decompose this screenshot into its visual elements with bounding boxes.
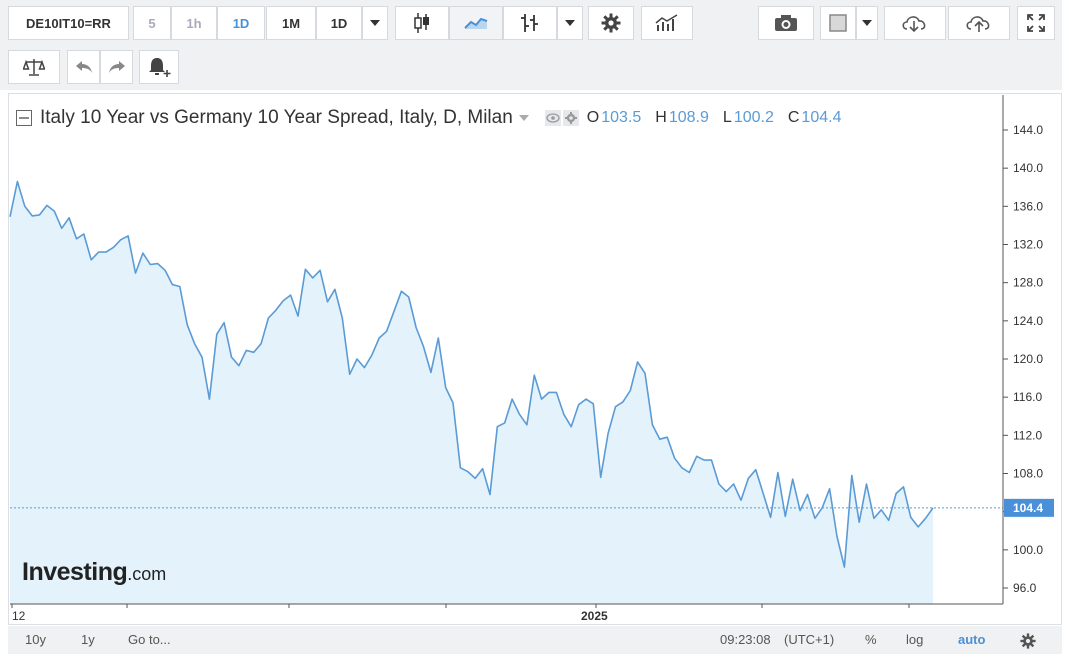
visibility-icon[interactable] [544,110,561,126]
logo-main: Investing [22,558,128,586]
x-tick-label: 12 [12,609,26,623]
interval-1m-button[interactable]: 1M [266,6,316,40]
chevron-down-icon [370,20,380,26]
goto-date-button[interactable]: Go to... [128,632,171,647]
cloud-upload-icon [966,16,990,32]
timezone-button[interactable]: (UTC+1) [784,632,835,647]
candlestick-icon [414,13,429,33]
bars-style-button[interactable] [503,6,557,40]
logo-suffix: .com [127,564,167,584]
screenshot-button[interactable] [758,6,814,40]
chart-style-menu-button[interactable] [557,6,583,40]
y-tick-label: 116.0 [1013,390,1042,404]
redo-icon [108,61,125,73]
low-value: 100.2 [733,109,774,126]
undo-button[interactable] [67,50,100,84]
symbol-label: DE10IT10=RR [26,15,111,31]
x-tick-label: 2025 [581,609,608,623]
low-label: L [722,109,732,126]
high-value: 108.9 [668,109,709,126]
log-scale-toggle[interactable]: log [906,632,924,647]
interval-label: 1M [281,15,301,31]
gear-icon [601,13,621,33]
scales-icon [23,59,45,76]
current-price-badge [1004,498,1054,517]
open-label: O [586,109,600,126]
chevron-down-icon [862,20,872,26]
y-tick-label: 120.0 [1013,352,1043,366]
create-alert-button[interactable] [139,50,179,84]
y-tick-label: 140.0 [1013,161,1043,175]
interval-dropdown-button[interactable]: 1D [316,6,362,40]
y-tick-label: 128.0 [1013,276,1043,290]
legend-title: Italy 10 Year vs Germany 10 Year Spread,… [40,107,513,128]
interval-label: 5 [148,15,156,31]
chevron-down-icon [565,20,575,26]
y-tick-label: 112.0 [1013,428,1042,442]
y-tick-label: 108.0 [1013,467,1043,481]
investing-logo: Investing.com [22,558,166,587]
color-swatch-icon [829,14,847,32]
settings-button[interactable] [588,6,634,40]
series-settings-icon[interactable] [562,110,579,126]
current-price-label: 104.4 [1013,501,1043,515]
load-layout-button[interactable] [884,6,946,40]
interval-label: 1D [330,15,348,31]
collapse-legend-icon[interactable] [16,110,32,126]
y-tick-label: 100.0 [1013,543,1043,557]
percent-scale-toggle[interactable]: % [865,632,877,647]
y-tick-label: 132.0 [1013,238,1043,252]
chevron-down-icon[interactable] [518,115,529,121]
cloud-download-icon [902,16,926,33]
clock-time: 09:23:08 [720,632,771,647]
bell-plus-icon [149,58,171,77]
interval-1d-button[interactable]: 1D [217,6,265,40]
y-tick-label: 136.0 [1013,199,1043,213]
auto-scale-toggle[interactable]: auto [958,632,986,647]
redo-button[interactable] [100,50,133,84]
y-tick-label: 96.0 [1013,581,1037,595]
candles-style-button[interactable] [395,6,449,40]
interval-1h-button[interactable]: 1h [171,6,217,40]
interval-label: 1h [186,15,202,31]
series-line [9,180,934,568]
fullscreen-icon [1027,14,1045,32]
chart-legend: Italy 10 Year vs Germany 10 Year Spread,… [16,107,841,129]
gear-icon[interactable] [1020,633,1036,649]
color-picker-button[interactable] [820,6,856,40]
y-tick-label: 144.0 [1013,123,1043,137]
save-layout-button[interactable] [948,6,1010,40]
indicators-icon [655,14,678,31]
toolbar: DE10IT10=RR 5 1h 1D 1M 1D [0,0,1062,90]
range-1y-button[interactable]: 1y [81,632,95,647]
range-10y-button[interactable]: 10y [25,632,46,647]
close-label: C [787,109,800,126]
indicators-button[interactable] [641,6,693,40]
interval-5-button[interactable]: 5 [133,6,171,40]
interval-menu-button[interactable] [362,6,388,40]
open-value: 103.5 [601,109,642,126]
color-menu-button[interactable] [856,6,878,40]
y-tick-label: 124.0 [1013,314,1043,328]
bottom-bar: 10y 1y Go to... 09:23:08 (UTC+1) % log a… [8,626,1062,654]
high-label: H [655,109,667,126]
fullscreen-button[interactable] [1017,6,1055,40]
close-value: 104.4 [801,109,842,126]
compare-button[interactable] [8,50,60,84]
area-chart-icon [464,17,488,29]
area-style-button[interactable] [449,6,503,40]
ohlc-bars-icon [521,14,538,32]
symbol-button[interactable]: DE10IT10=RR [8,6,129,40]
camera-icon [775,15,797,31]
interval-label: 1D [232,15,250,31]
undo-icon [75,61,92,73]
series-area-fill [10,181,933,604]
